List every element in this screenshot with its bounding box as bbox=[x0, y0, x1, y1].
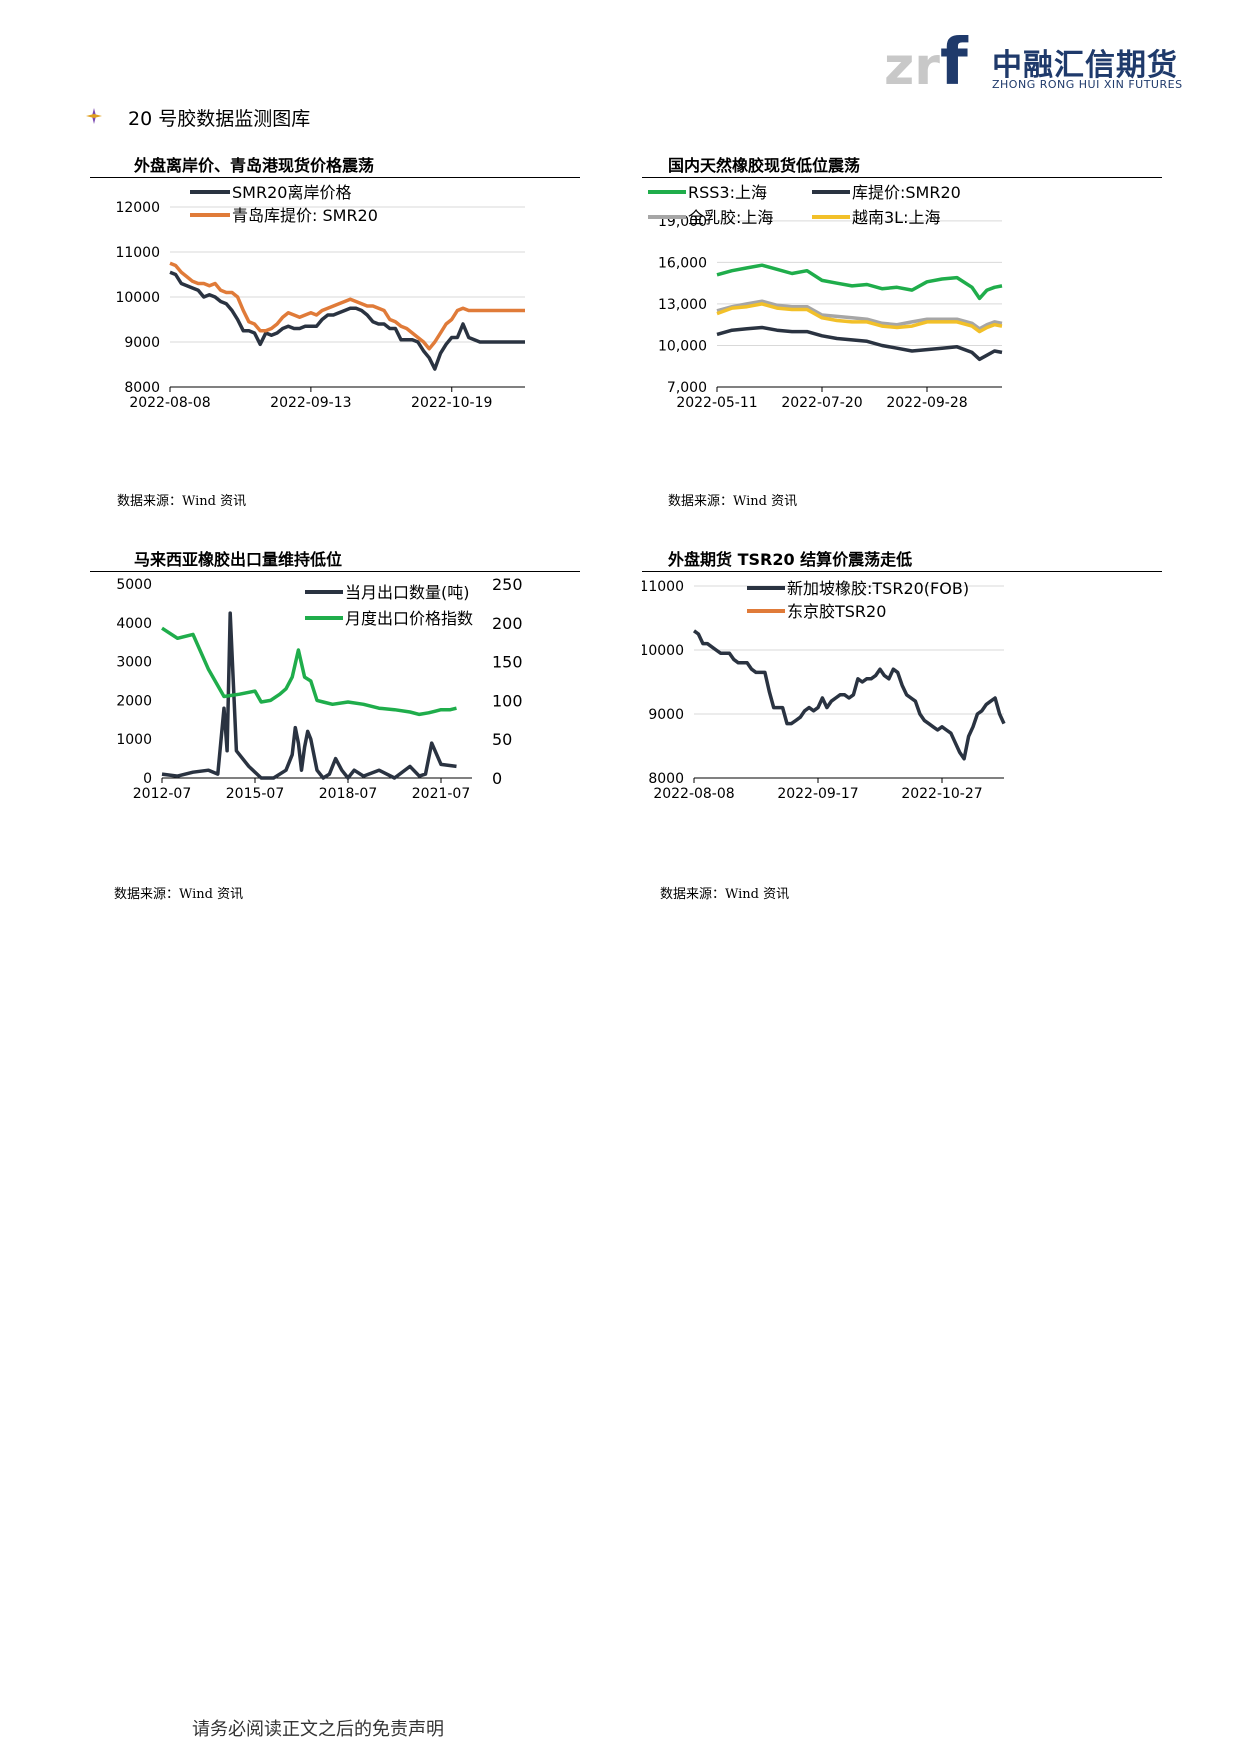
legend-label: 当月出口数量(吨) bbox=[345, 583, 470, 602]
company-logo: zr f 中融汇信期货 ZHONG RONG HUI XIN FUTURES bbox=[882, 26, 1183, 100]
y2-tick-label: 250 bbox=[492, 576, 523, 594]
chart-title: 外盘期货 TSR20 结算价震荡走低 bbox=[668, 550, 913, 569]
legend-label: SMR20离岸价格 bbox=[232, 183, 351, 202]
legend-label: 库提价:SMR20 bbox=[852, 183, 961, 202]
zrf-logo-icon: zr f bbox=[884, 26, 969, 100]
section-title: 20 号胶数据监测图库 bbox=[128, 108, 311, 130]
y-tick-label: 12000 bbox=[115, 200, 160, 216]
legend-label: 越南3L:上海 bbox=[852, 208, 941, 227]
y-tick-label: 10,000 bbox=[658, 338, 707, 354]
x-tick-label: 2022-08-08 bbox=[129, 395, 210, 411]
x-tick-label: 2022-10-19 bbox=[411, 395, 492, 411]
series-line bbox=[716, 325, 1003, 362]
chart-panel-tsr20-settlement: 外盘期货 TSR20 结算价震荡走低 8000 9000 10000 11000 202… bbox=[642, 546, 1162, 876]
y-tick-label: 2000 bbox=[116, 693, 152, 709]
x-tick-label: 2022-09-28 bbox=[886, 395, 967, 411]
x-tick-label: 2018-07 bbox=[319, 786, 378, 802]
series-line bbox=[169, 270, 525, 371]
y-tick-label: 10000 bbox=[642, 643, 684, 659]
x-tick-label: 2022-09-17 bbox=[777, 786, 858, 802]
chart-source: 数据来源：Wind 资讯 bbox=[668, 494, 798, 509]
y-tick-label: 0 bbox=[143, 771, 152, 787]
legend-label: RSS3:上海 bbox=[688, 183, 767, 202]
legend-label: 青岛库提价: SMR20 bbox=[232, 206, 378, 225]
y-tick-label: 11000 bbox=[115, 245, 160, 261]
y-tick-label: 9000 bbox=[648, 707, 684, 723]
x-tick-label: 2015-07 bbox=[226, 786, 285, 802]
y2-tick-label: 150 bbox=[492, 653, 523, 672]
legend-label: 全乳胶:上海 bbox=[688, 208, 773, 227]
title-divider bbox=[642, 571, 1162, 572]
chart-panel-offshore-qingdao: 外盘离岸价、青岛港现货价格震荡 8000 9000 10000 11000 12000 2… bbox=[90, 152, 580, 482]
logo-chinese-name: 中融汇信期货 bbox=[992, 48, 1178, 83]
x-tick-label: 2022-08-08 bbox=[653, 786, 734, 802]
chart-source: 数据来源：Wind 资讯 bbox=[660, 887, 790, 902]
chart-title: 马来西亚橡胶出口量维持低位 bbox=[134, 550, 343, 569]
title-divider bbox=[642, 177, 1162, 178]
chart-panel-domestic-spot: 国内天然橡胶现货低位震荡 7,000 10,000 13,000 16,000 19,0… bbox=[642, 152, 1162, 482]
y2-tick-label: 50 bbox=[492, 730, 512, 749]
y-tick-label: 11000 bbox=[642, 579, 684, 595]
legend-label: 新加坡橡胶:TSR20(FOB) bbox=[787, 579, 969, 598]
chart-title: 国内天然橡胶现货低位震荡 bbox=[668, 156, 861, 175]
chart-malaysia-export: 0 1000 2000 3000 4000 5000 0 50 100 150 200 250 2012… bbox=[116, 576, 523, 802]
chart-panel-malaysia-export: 马来西亚橡胶出口量维持低位 0 1000 2000 3000 4000 5000 0 50 10… bbox=[90, 546, 580, 876]
x-tick-label: 2012-07 bbox=[133, 786, 192, 802]
chart-title: 外盘离岸价、青岛港现货价格震荡 bbox=[134, 156, 375, 175]
series-line bbox=[716, 302, 1003, 334]
y2-tick-label: 0 bbox=[492, 769, 502, 788]
legend-label: 东京胶TSR20 bbox=[787, 602, 886, 621]
y-tick-label: 9000 bbox=[124, 335, 160, 351]
diamond-bullet-icon bbox=[86, 108, 102, 124]
y-tick-label: 8000 bbox=[124, 380, 160, 396]
series-line bbox=[716, 263, 1003, 301]
disclaimer-footer: 请务必阅读正文之后的免责声明 bbox=[192, 1719, 444, 1740]
series-line bbox=[692, 629, 1006, 761]
series-line bbox=[716, 299, 1003, 331]
chart-tsr20-settlement: 8000 9000 10000 11000 2022-08-08 2022-09-17 20… bbox=[642, 579, 1006, 802]
y-tick-label: 10000 bbox=[115, 290, 160, 306]
y-tick-label: 1000 bbox=[116, 732, 152, 748]
logo-zr-letters: zr bbox=[884, 37, 940, 97]
legend-label: 月度出口价格指数 bbox=[345, 609, 473, 628]
series-line bbox=[169, 261, 525, 351]
y-tick-label: 8000 bbox=[648, 771, 684, 787]
y-tick-label: 3000 bbox=[116, 655, 152, 671]
y-tick-label: 7,000 bbox=[667, 380, 707, 396]
logo-f-letter: f bbox=[940, 26, 969, 98]
chart-offshore-qingdao: 8000 9000 10000 11000 12000 2022-08-08 2022-09… bbox=[115, 183, 525, 411]
y-tick-label: 13,000 bbox=[658, 297, 707, 313]
y-tick-label: 4000 bbox=[116, 616, 152, 632]
x-tick-label: 2022-07-20 bbox=[781, 395, 862, 411]
y-tick-label: 16,000 bbox=[658, 255, 707, 271]
x-tick-label: 2022-10-27 bbox=[901, 786, 982, 802]
title-divider bbox=[90, 571, 580, 572]
chart-source: 数据来源：Wind 资讯 bbox=[114, 887, 244, 902]
series-line bbox=[161, 626, 457, 717]
x-tick-label: 2022-05-11 bbox=[676, 395, 757, 411]
x-tick-label: 2022-09-13 bbox=[270, 395, 351, 411]
y2-tick-label: 100 bbox=[492, 691, 523, 710]
series-line bbox=[161, 611, 457, 780]
y2-tick-label: 200 bbox=[492, 614, 523, 633]
y-tick-label: 5000 bbox=[116, 577, 152, 593]
x-tick-label: 2021-07 bbox=[412, 786, 471, 802]
title-divider bbox=[90, 177, 580, 178]
logo-english-name: ZHONG RONG HUI XIN FUTURES bbox=[992, 78, 1183, 91]
chart-source: 数据来源：Wind 资讯 bbox=[117, 494, 247, 509]
